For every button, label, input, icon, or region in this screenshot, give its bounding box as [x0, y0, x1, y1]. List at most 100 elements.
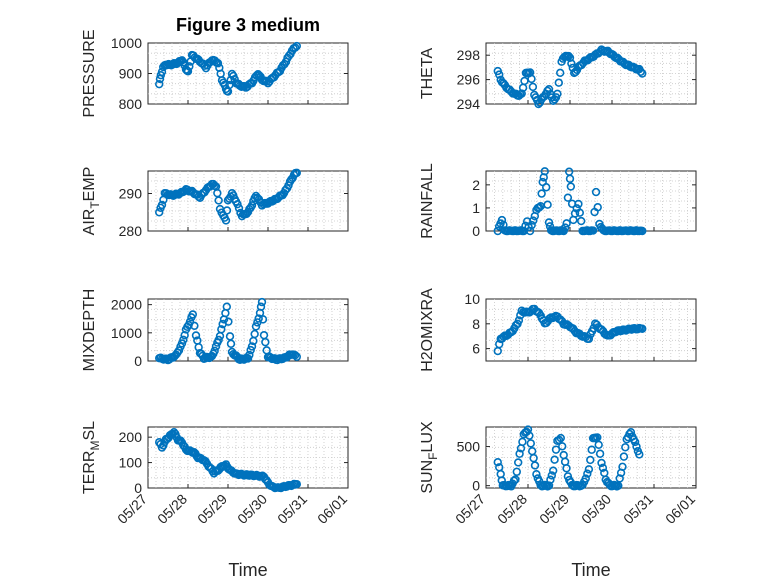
- data-point: [518, 437, 527, 447]
- x-tick-label: 05/27: [114, 491, 150, 527]
- data-point: [525, 431, 534, 440]
- data-point: [246, 345, 255, 355]
- data-point: [626, 427, 636, 437]
- subplot-theta: 294 296 298 THETA: [419, 42, 697, 112]
- data-point: [258, 315, 268, 324]
- data-point: [210, 181, 219, 190]
- y-axis-label: AIRTEMP: [81, 167, 102, 236]
- data-point: [511, 475, 520, 484]
- data-point: [254, 314, 263, 323]
- data-point: [222, 206, 232, 215]
- y-tick-label: 500: [457, 439, 481, 455]
- x-axis-label: Time: [571, 560, 610, 580]
- data-point: [174, 346, 184, 355]
- y-axis-label: H2OMIXRA: [419, 288, 436, 372]
- data-point: [593, 203, 602, 212]
- data-point: [532, 470, 541, 479]
- data-point: [567, 59, 576, 68]
- subplot-mixdepth: 0 1000 2000 MIXDEPTH: [81, 289, 349, 372]
- subplot-terr-msl: 0 100 200 05/27 05/28 05/29 05/30 05/31 06/01 TER…: [81, 421, 350, 580]
- y-axis-label: PRESSURE: [81, 29, 98, 117]
- data-point: [261, 337, 270, 347]
- data-point: [587, 445, 596, 454]
- data-point: [594, 440, 603, 449]
- y-tick-label: 6: [472, 341, 480, 357]
- y-tick-label: 8: [472, 316, 480, 332]
- data-point: [564, 51, 573, 61]
- data-point: [251, 322, 261, 331]
- data-point: [638, 226, 647, 236]
- data-point: [191, 331, 201, 340]
- data-point: [214, 335, 223, 345]
- subplot-pressure: 800 900 1000 PRESSURE Figure 3 medium: [81, 15, 349, 118]
- data-point: [529, 216, 538, 225]
- data-point: [190, 321, 199, 331]
- data-point: [618, 462, 627, 471]
- data-point: [292, 41, 301, 51]
- data-point: [527, 74, 536, 84]
- data-point: [291, 350, 300, 360]
- data-point: [262, 77, 271, 86]
- data-point: [214, 196, 223, 205]
- data-point: [553, 89, 562, 99]
- data-point: [493, 457, 502, 467]
- data-point: [256, 302, 266, 311]
- data-point: [157, 200, 167, 210]
- data-point: [636, 67, 645, 76]
- x-tick-label: 05/28: [154, 491, 190, 527]
- y-axis-label: THETA: [419, 48, 436, 100]
- data-point: [595, 449, 605, 458]
- data-point: [155, 79, 164, 89]
- data-point: [179, 335, 188, 345]
- data-point: [638, 69, 647, 78]
- data-point: [534, 203, 544, 212]
- data-point: [512, 467, 521, 476]
- y-tick-label: 298: [457, 47, 481, 63]
- data-point: [566, 182, 576, 191]
- data-point: [292, 352, 301, 361]
- data-point: [574, 199, 583, 209]
- data-point: [226, 339, 236, 348]
- chart-title: Figure 3 medium: [176, 15, 320, 35]
- data-point: [560, 223, 570, 232]
- data-point: [250, 329, 259, 339]
- y-tick-label: 0: [134, 353, 142, 369]
- data-point: [583, 469, 592, 478]
- data-point: [565, 174, 575, 183]
- data-point: [551, 445, 561, 454]
- y-tick-label: 2: [472, 177, 480, 193]
- data-point: [575, 208, 584, 217]
- x-tick-label: 05/31: [274, 491, 310, 527]
- data-point: [619, 452, 629, 461]
- data-point: [217, 325, 226, 334]
- y-axis-label: SUNFLUX: [419, 421, 440, 494]
- data-point: [556, 433, 565, 443]
- data-point: [544, 218, 554, 227]
- y-tick-label: 1: [472, 200, 480, 216]
- data-point: [630, 437, 640, 447]
- data-point: [183, 67, 193, 76]
- x-tick-label: 06/01: [662, 491, 698, 527]
- y-tick-label: 0: [472, 478, 480, 494]
- x-tick-label: 05/28: [494, 491, 530, 527]
- data-point: [185, 62, 194, 71]
- x-tick-label: 05/30: [234, 491, 270, 527]
- data-point: [213, 59, 223, 68]
- data-point: [221, 216, 231, 225]
- data-point: [515, 449, 524, 458]
- x-tick-label: 05/27: [452, 491, 488, 527]
- subplot-sun-flux: 0 500 05/27 05/28 05/29 05/30 05/31 06/01 SUNFLU…: [419, 421, 698, 580]
- y-axis-label: MIXDEPTH: [81, 289, 98, 372]
- x-tick-label: 05/30: [578, 491, 614, 527]
- data-point: [547, 471, 556, 480]
- data-point: [540, 167, 549, 176]
- data-point: [495, 70, 504, 79]
- data-point: [635, 450, 644, 459]
- data-point: [588, 226, 598, 235]
- data-point: [562, 464, 571, 473]
- data-point: [292, 479, 301, 489]
- data-point: [513, 458, 523, 467]
- x-tick-label: 05/29: [536, 491, 572, 527]
- y-tick-label: 0: [472, 223, 480, 239]
- data-point: [188, 310, 198, 319]
